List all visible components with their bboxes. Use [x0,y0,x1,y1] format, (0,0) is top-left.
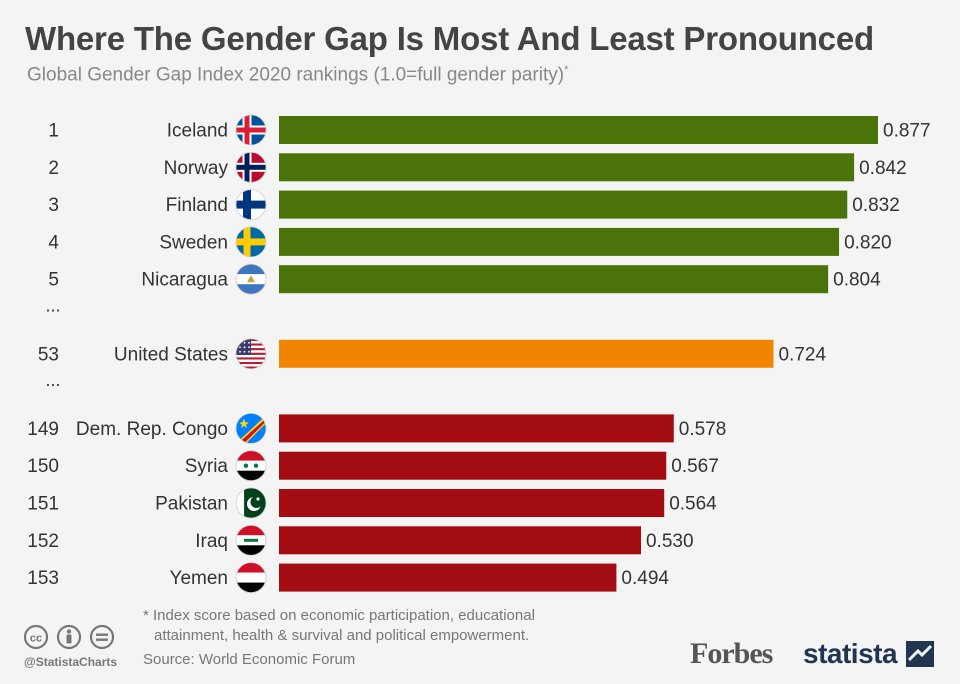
rank-label: 150 [27,456,59,477]
statista-logo-icon [906,641,934,667]
value-label: 0.567 [671,456,719,477]
country-label: Sweden [159,232,228,253]
value-label: 0.724 [778,344,826,365]
rank-label: 152 [27,531,59,552]
dr-congo-flag-icon [235,412,267,444]
ellipsis-separator: ... [45,370,60,390]
chart-subtitle: Global Gender Gap Index 2020 rankings (1… [27,64,568,86]
country-label: United States [114,344,228,365]
country-label: Yemen [170,568,228,589]
footnote-line-1: * Index score based on economic particip… [143,607,535,624]
forbes-logo: Forbes [690,637,773,670]
country-label: Dem. Rep. Congo [76,419,228,440]
footnote-line-2: attainment, health & survival and politi… [154,627,530,644]
country-label: Norway [164,158,229,179]
rank-label: 1 [48,121,59,142]
country-label: Pakistan [155,494,228,515]
bar [279,451,667,480]
yemen-flag-icon [235,562,267,593]
finland-flag-icon [235,189,267,221]
pakistan-flag-icon [235,487,267,519]
bar [279,265,829,294]
nicaragua-flag-icon [235,263,267,295]
value-label: 0.804 [833,270,881,291]
bar [279,190,848,219]
value-label: 0.494 [621,568,669,589]
rank-label: 3 [48,195,59,216]
ellipsis-separator: ... [45,296,60,316]
license-icons: cc [24,624,115,650]
rank-label: 2 [48,158,59,179]
iraq-flag-icon [235,524,267,556]
syria-flag-icon [235,450,267,482]
country-label: Iraq [195,531,228,552]
bar [279,153,855,182]
iceland-flag-icon [235,114,267,146]
rank-label: 153 [27,568,59,589]
bar [279,489,665,517]
bar [279,563,617,592]
country-label: Iceland [167,121,228,142]
no-derivatives-icon [89,624,115,650]
usa-flag-icon [235,338,267,370]
footnote: * Index score based on economic particip… [143,606,535,646]
cc-icon: cc [24,624,49,650]
country-label: Nicaragua [141,270,228,291]
statista-logo: statista [803,638,898,669]
source: Source: World Economic Forum [143,651,356,668]
rank-label: 4 [48,232,59,253]
sweden-flag-icon [235,226,267,258]
subtitle-text: Global Gender Gap Index 2020 rankings (1… [27,64,565,86]
value-label: 0.564 [669,494,717,515]
bar [279,116,878,144]
chart-title: Where The Gender Gap Is Most And Least P… [25,20,874,57]
rank-label: 53 [38,344,59,365]
country-label: Finland [166,195,228,216]
bar [279,339,774,368]
country-label: Syria [185,456,229,477]
value-label: 0.842 [859,158,907,179]
value-label: 0.578 [679,419,727,440]
value-label: 0.530 [646,531,694,552]
value-label: 0.877 [883,121,931,142]
value-label: 0.820 [844,232,892,253]
svg-text:cc: cc [30,633,42,645]
bar [279,414,674,443]
attribution-icon [56,624,82,650]
bar-chart: 1 Iceland 0.877 2 Norway 0.842 3 Finland 0.832 4 S… [27,114,931,593]
rank-label: 151 [27,494,59,515]
rank-label: 5 [48,270,59,291]
value-label: 0.832 [852,195,900,216]
bar [279,227,840,256]
rank-label: 149 [27,419,59,440]
bar [279,526,641,555]
norway-flag-icon [235,151,267,183]
statista-handle: @StatistaCharts [24,655,118,669]
subtitle-asterisk: * [564,64,569,76]
